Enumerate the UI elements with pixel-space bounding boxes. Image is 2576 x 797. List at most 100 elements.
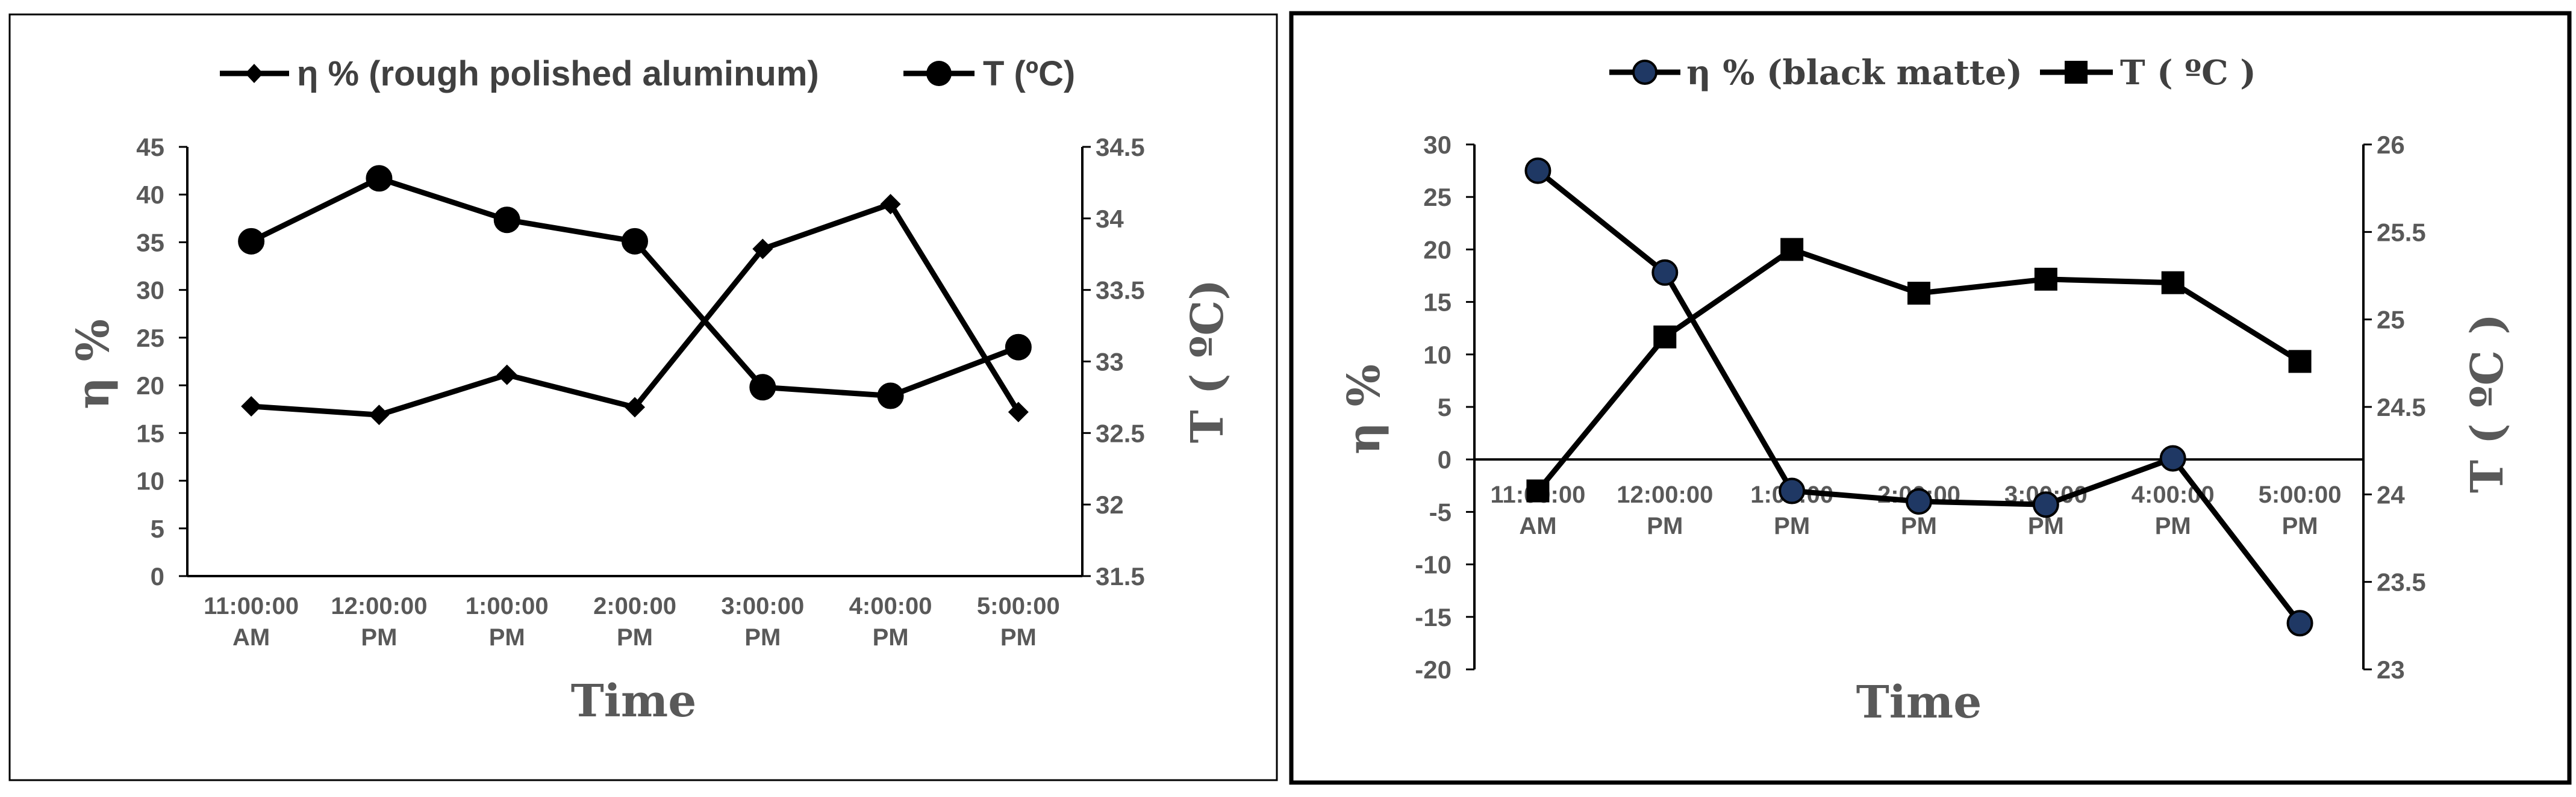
right-y-ticks: 31.5 32 32.5 33 33.5 34 34.5 xyxy=(1082,133,1145,591)
x-tick-label: 3:00:00 xyxy=(721,593,804,619)
left-tick-label: 0 xyxy=(1438,445,1452,474)
x-tick-label: 12:00:00 xyxy=(331,593,427,619)
left-tick-label: 35 xyxy=(136,228,164,256)
x-tick-label: 4:00:00 xyxy=(849,593,932,619)
series-2-point xyxy=(1780,238,1804,261)
series-2-point xyxy=(1005,333,1032,361)
series-1-point xyxy=(2286,610,2313,637)
right-tick-label: 34 xyxy=(1096,205,1124,233)
left-tick-label: -20 xyxy=(1415,656,1452,684)
x-tick-label: AM xyxy=(232,624,270,651)
x-tick-label: PM xyxy=(2155,513,2191,539)
y2-axis-title: T ( ºC) xyxy=(1182,279,1233,444)
series-2-point xyxy=(238,228,265,255)
legend-marker-square xyxy=(2065,61,2088,84)
series-1-point xyxy=(1524,157,1552,184)
right-tick-label: 33.5 xyxy=(1096,276,1145,305)
legend-series-2: T (ºC) xyxy=(983,54,1075,93)
x-tick-labels: 11:00:00 AM 12:00:00 PM 1:00:00 PM 2:00:00 PM 3:… xyxy=(204,593,1060,651)
series-2-point xyxy=(622,228,648,255)
series-2-point xyxy=(1653,325,1677,349)
x-tick-label: PM xyxy=(2282,513,2318,539)
x-tick-label: PM xyxy=(489,624,525,651)
series-1-point xyxy=(1651,259,1679,286)
x-tick-label: PM xyxy=(1000,624,1037,651)
right-tick-label: 34.5 xyxy=(1096,133,1145,161)
series-1-point xyxy=(625,397,645,418)
left-tick-label: 5 xyxy=(1438,393,1452,421)
right-tick-label: 33 xyxy=(1096,348,1124,376)
right-tick-label: 23.5 xyxy=(2377,568,2426,597)
left-tick-label: -15 xyxy=(1415,603,1452,631)
left-tick-label: 25 xyxy=(1423,183,1452,211)
left-y-ticks: -20 -15 -10 -5 0 5 10 15 20 25 30 xyxy=(1415,131,1474,684)
series-1-point xyxy=(2032,491,2059,518)
x-tick-label: PM xyxy=(744,624,781,651)
x-tick-label: PM xyxy=(1647,513,1683,539)
y2-axis-title: T ( ºC ) xyxy=(2462,314,2513,493)
right-tick-label: 25.5 xyxy=(2377,218,2426,246)
right-tick-label: 32.5 xyxy=(1096,419,1145,447)
left-tick-label: 10 xyxy=(136,467,164,495)
series-1-point xyxy=(2159,445,2186,472)
series-2-point xyxy=(493,206,520,234)
left-tick-label: 0 xyxy=(151,562,164,591)
chart-1: η % (rough polished aluminum) T (ºC) 0 5 1… xyxy=(67,54,1233,727)
chart-2-legend: η % (black matte) T ( ºC ) xyxy=(1609,53,2256,93)
legend-series-1: η % (rough polished aluminum) xyxy=(297,54,819,93)
left-tick-label: -10 xyxy=(1415,551,1452,579)
x-tick-label: PM xyxy=(361,624,397,651)
left-tick-label: 20 xyxy=(136,371,164,400)
left-tick-label: 30 xyxy=(136,276,164,305)
series-1-point xyxy=(1906,488,1932,515)
x-tick-label: PM xyxy=(617,624,653,651)
left-tick-label: 45 xyxy=(136,133,164,161)
x-tick-label: PM xyxy=(1901,513,1937,539)
series-2-point xyxy=(749,374,776,401)
right-tick-label: 24 xyxy=(2377,480,2405,509)
chart-2-frame xyxy=(1289,11,2572,785)
right-tick-label: 23 xyxy=(2377,656,2405,684)
series-2-point xyxy=(1907,282,1930,305)
series-1-point xyxy=(752,238,773,259)
x-axis-title: Time xyxy=(571,675,697,727)
chart-2: η % (black matte) T ( ºC ) -20 -15 -10 -5 0 5… xyxy=(1338,53,2513,728)
left-tick-label: 20 xyxy=(1423,235,1452,264)
x-tick-label: AM xyxy=(1519,513,1556,539)
x-tick-label: 2:00:00 xyxy=(593,593,676,619)
x-tick-label: 1:00:00 xyxy=(466,593,549,619)
left-tick-label: -5 xyxy=(1429,498,1452,526)
x-tick-label: PM xyxy=(1774,513,1810,539)
right-tick-label: 24.5 xyxy=(2377,393,2426,421)
series-1-point xyxy=(241,395,262,417)
x-tick-label: 12:00:00 xyxy=(1617,482,1713,508)
legend-marker-circle xyxy=(1632,60,1658,85)
series-1-point xyxy=(496,364,517,385)
right-tick-label: 26 xyxy=(2377,131,2405,159)
y-axis-title: η % xyxy=(67,319,119,409)
right-tick-label: 31.5 xyxy=(1096,562,1145,591)
x-tick-label: PM xyxy=(873,624,909,651)
x-tick-label: 5:00:00 xyxy=(2259,482,2342,508)
right-y-ticks: 23 23.5 24 24.5 25 25.5 26 xyxy=(2363,131,2426,684)
series-2-point xyxy=(366,165,393,192)
x-tick-label: 5:00:00 xyxy=(977,593,1060,619)
series-2-point xyxy=(877,382,904,409)
legend-series-2: T ( ºC ) xyxy=(2120,53,2256,93)
x-axis-title: Time xyxy=(1856,677,1982,728)
series-1-point xyxy=(880,194,901,215)
legend-marker-diamond xyxy=(245,64,263,83)
legend-marker-circle xyxy=(926,61,952,86)
series-1-point xyxy=(369,405,390,426)
left-tick-label: 5 xyxy=(151,515,164,543)
left-tick-label: 25 xyxy=(136,324,164,352)
right-tick-label: 25 xyxy=(2377,306,2405,334)
left-tick-label: 30 xyxy=(1423,131,1452,159)
series-2-point xyxy=(2288,350,2312,373)
left-tick-label: 10 xyxy=(1423,341,1452,369)
legend-series-1: η % (black matte) xyxy=(1686,53,2022,93)
chart-1-legend: η % (rough polished aluminum) T (ºC) xyxy=(220,54,1075,93)
y-axis-title: η % xyxy=(1338,364,1390,454)
series-1-point xyxy=(1779,477,1806,504)
